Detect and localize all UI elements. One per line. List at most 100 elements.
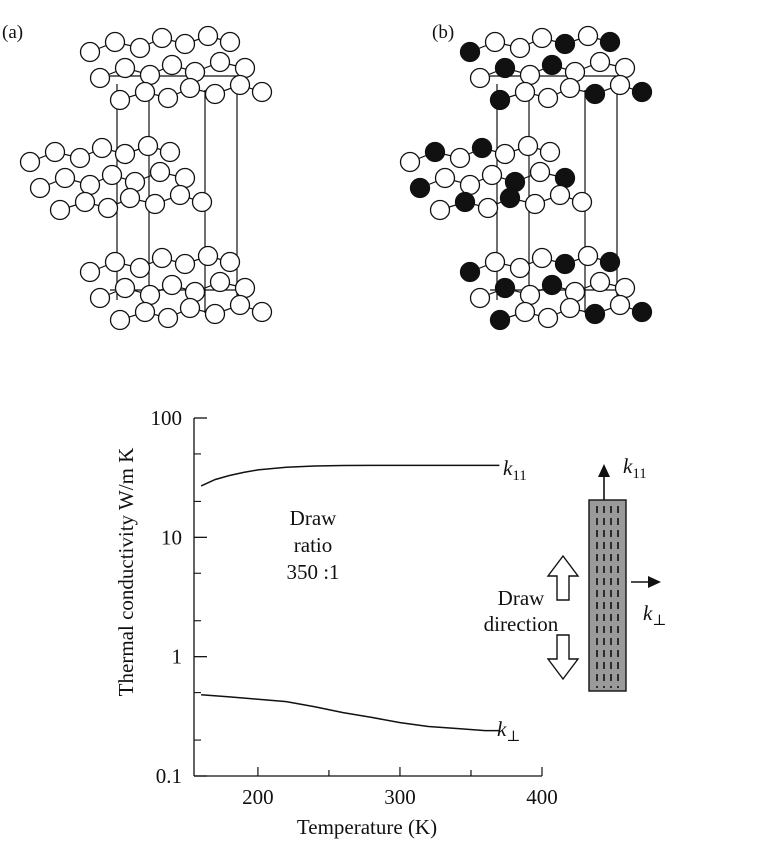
atom [537, 87, 559, 109]
atom [494, 277, 516, 299]
atom [514, 301, 536, 323]
atom [137, 135, 159, 157]
atom [589, 271, 611, 293]
atom [119, 187, 141, 209]
atom [179, 77, 201, 99]
y-tick-label: 1 [172, 645, 183, 669]
atom [251, 301, 273, 323]
atom [219, 251, 241, 273]
atom [484, 251, 506, 273]
atom [554, 253, 576, 275]
atom [161, 274, 183, 296]
atom [484, 31, 506, 53]
rod-label-k-parallel: k11 [623, 454, 647, 482]
atom [399, 151, 421, 173]
series-line-k-parallel [200, 464, 500, 487]
atom [157, 307, 179, 329]
draw-direction-line-1: Draw [498, 586, 545, 610]
atom [91, 137, 113, 159]
series-lines [200, 464, 500, 732]
atom [584, 83, 606, 105]
atom [134, 81, 156, 103]
draw-ratio-line-1: Draw [290, 506, 337, 530]
atom [499, 187, 521, 209]
draw-ratio-line-2: ratio [294, 533, 332, 557]
rod-label-k-perp: k⊥ [643, 601, 666, 629]
fibre-orientation-dashes [596, 506, 619, 688]
atom [481, 164, 503, 186]
atom [204, 303, 226, 325]
atom [517, 135, 539, 157]
atom [531, 247, 553, 269]
atom [584, 303, 606, 325]
atom [429, 199, 451, 221]
atom [537, 307, 559, 329]
atom [449, 147, 471, 169]
atom [514, 81, 536, 103]
atom [114, 143, 136, 165]
chart: 0.1 1 10 100 200 300 400 Thermal conductivity… [114, 406, 558, 839]
panel-a-label: (a) [2, 22, 23, 43]
k-parallel-arrow-icon [598, 464, 610, 477]
atom [529, 161, 551, 183]
atom [409, 177, 431, 199]
atom [139, 64, 161, 86]
atom [234, 57, 256, 79]
atom [251, 81, 273, 103]
atom [89, 67, 111, 89]
series-label-k-perp: k⊥ [497, 717, 520, 745]
atom [459, 174, 481, 196]
atom [524, 193, 546, 215]
atom [434, 167, 456, 189]
atom [559, 297, 581, 319]
atom [197, 25, 219, 47]
atom [609, 74, 631, 96]
atom [519, 284, 541, 306]
x-axis-label: Temperature (K) [297, 815, 437, 839]
draw-ratio-annotation: Draw ratio 350 :1 [286, 506, 339, 584]
atom [459, 261, 481, 283]
atom [104, 31, 126, 53]
atom [129, 37, 151, 59]
atom [459, 41, 481, 63]
atom [469, 67, 491, 89]
atom [541, 274, 563, 296]
atom [19, 151, 41, 173]
panel-b-label: (b) [432, 22, 454, 43]
k-perp-arrow-icon [648, 576, 661, 588]
atom [229, 294, 251, 316]
atom [469, 287, 491, 309]
atom [79, 174, 101, 196]
x-tick-label: 200 [242, 785, 274, 809]
atom [144, 193, 166, 215]
atom [454, 191, 476, 213]
atom [179, 297, 201, 319]
atom [74, 191, 96, 213]
atom [161, 54, 183, 76]
x-tick-label: 400 [526, 785, 558, 809]
atom [104, 251, 126, 273]
y-tick-label: 0.1 [156, 764, 182, 788]
structure-a [19, 25, 273, 331]
fibre-rod [588, 499, 627, 692]
y-ticks: 0.1 1 10 100 [151, 406, 207, 788]
atom [614, 277, 636, 299]
atom [109, 89, 131, 111]
atom [209, 51, 231, 73]
atom [631, 81, 653, 103]
atom [174, 33, 196, 55]
atom [494, 57, 516, 79]
atom [169, 184, 191, 206]
atom [151, 247, 173, 269]
atom [541, 54, 563, 76]
atom [531, 27, 553, 49]
atom [614, 57, 636, 79]
y-tick-label: 100 [151, 406, 183, 430]
atom [549, 184, 571, 206]
atom [44, 141, 66, 163]
atom [519, 64, 541, 86]
atom [554, 33, 576, 55]
atom [174, 253, 196, 275]
atom [219, 31, 241, 53]
